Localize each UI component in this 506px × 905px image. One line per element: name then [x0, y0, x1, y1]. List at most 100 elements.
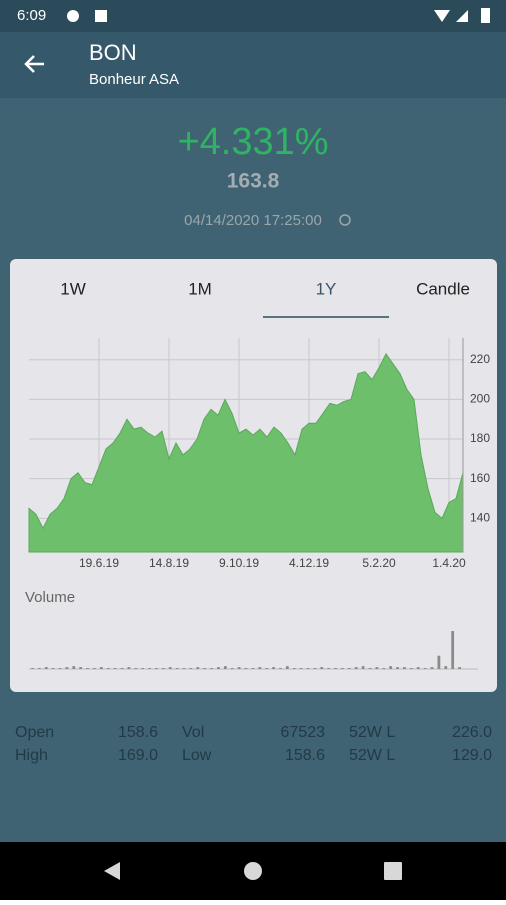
- volume-bar: [189, 668, 193, 669]
- stat-cell: Vol: [182, 724, 204, 741]
- volume-bar: [134, 668, 138, 669]
- tab[interactable]: Candle: [416, 279, 470, 298]
- volume-bar: [210, 668, 213, 669]
- volume-bar: [106, 668, 110, 669]
- nav-back[interactable]: [104, 862, 120, 880]
- volume-bar: [368, 668, 372, 669]
- volume-bar: [196, 667, 200, 669]
- status-time: 6:09: [17, 7, 46, 24]
- stat-cell: 158.6: [285, 747, 325, 764]
- volume-bar: [320, 667, 324, 669]
- volume-bar: [403, 667, 406, 669]
- stat-cell: 158.6: [118, 724, 158, 741]
- volume-bar: [51, 668, 55, 669]
- volume-bar: [354, 667, 358, 669]
- volume-bar: [244, 668, 248, 669]
- x-tick-label: 19.6.19: [79, 556, 119, 570]
- tab-indicator: [263, 316, 389, 318]
- volume-bar: [31, 668, 34, 669]
- volume-bar: [141, 668, 145, 669]
- price: 163.8: [227, 170, 280, 193]
- volume-bar: [347, 668, 351, 669]
- volume-bar: [99, 667, 103, 669]
- volume-bar: [161, 668, 165, 669]
- signal-icon: [456, 10, 468, 22]
- volume-bar: [237, 667, 241, 669]
- volume-bar: [258, 667, 262, 669]
- volume-bar: [127, 667, 131, 669]
- price-area: [28, 352, 464, 553]
- volume-bar: [306, 668, 310, 669]
- x-tick-label: 14.8.19: [149, 556, 189, 570]
- volume-bar: [65, 667, 69, 669]
- volume-bar: [416, 667, 420, 669]
- settings-icon: [67, 10, 79, 22]
- volume-bar: [375, 667, 379, 669]
- x-tick-label: 4.12.19: [289, 556, 329, 570]
- volume-chart: [29, 631, 478, 670]
- stat-cell: 226.0: [452, 724, 492, 741]
- volume-bar: [451, 631, 455, 669]
- volume-bar: [175, 668, 179, 669]
- stat-cell: 129.0: [452, 747, 492, 764]
- volume-bar: [389, 666, 393, 669]
- stat-cell: 52W L: [349, 724, 395, 741]
- volume-bar: [396, 667, 399, 669]
- volume-bar: [251, 668, 255, 669]
- volume-bar: [203, 668, 207, 669]
- stat-cell: 169.0: [118, 747, 158, 764]
- stat-cell: Low: [182, 747, 212, 764]
- stat-cell: High: [15, 747, 48, 764]
- status-bar: [0, 0, 506, 32]
- y-tick-label: 140: [470, 510, 490, 524]
- y-tick-label: 200: [470, 392, 490, 406]
- volume-bar: [423, 668, 427, 669]
- stat-cell: 52W L: [349, 747, 395, 764]
- volume-bar: [148, 668, 151, 669]
- volume-bar: [272, 667, 275, 669]
- stat-cell: Open: [15, 724, 54, 741]
- volume-bar: [79, 667, 83, 669]
- volume-bar: [120, 668, 124, 669]
- volume-bar: [217, 667, 220, 669]
- nav-recents[interactable]: [384, 862, 402, 880]
- y-tick-label: 220: [470, 352, 490, 366]
- volume-bar: [327, 668, 331, 669]
- volume-bar: [37, 668, 41, 669]
- volume-bar: [155, 668, 158, 669]
- back-button[interactable]: [24, 55, 44, 73]
- volume-bar: [168, 667, 172, 669]
- battery-icon: [481, 8, 490, 23]
- volume-bar: [444, 666, 448, 669]
- tab[interactable]: 1M: [188, 279, 212, 298]
- price-change: +4.331%: [177, 121, 328, 163]
- volume-bar: [93, 668, 96, 669]
- y-tick-label: 180: [470, 431, 490, 445]
- volume-bar: [458, 667, 461, 669]
- volume-bar: [334, 668, 337, 669]
- volume-bar: [72, 666, 76, 669]
- volume-title: Volume: [25, 589, 75, 606]
- tabs: 1W 1M 1Y Candle: [60, 279, 470, 298]
- company-name: Bonheur ASA: [89, 71, 179, 88]
- tab[interactable]: 1Y: [316, 279, 337, 298]
- volume-bar: [113, 668, 117, 669]
- nav-home[interactable]: [244, 862, 262, 880]
- stats-table: Open 158.6 Vol 67523 52W L 226.0 High 169.0 Low 1…: [15, 724, 492, 764]
- wifi-icon: [434, 10, 450, 22]
- tab[interactable]: 1W: [60, 279, 86, 298]
- volume-bar: [279, 668, 282, 669]
- volume-bar: [58, 668, 62, 669]
- volume-bar: [265, 668, 269, 669]
- app-bar: [0, 32, 506, 98]
- volume-bar: [430, 667, 434, 669]
- timestamp: 04/14/2020 17:25:00: [184, 212, 322, 229]
- volume-bar: [361, 666, 365, 669]
- price-chart: 140 160 180 200 220 19.6.19 14.8.19 9.10.19 4.12…: [28, 338, 490, 570]
- volume-bar: [437, 655, 441, 669]
- volume-bar: [223, 666, 227, 669]
- x-tick-label: 5.2.20: [362, 556, 396, 570]
- volume-bar: [230, 668, 234, 669]
